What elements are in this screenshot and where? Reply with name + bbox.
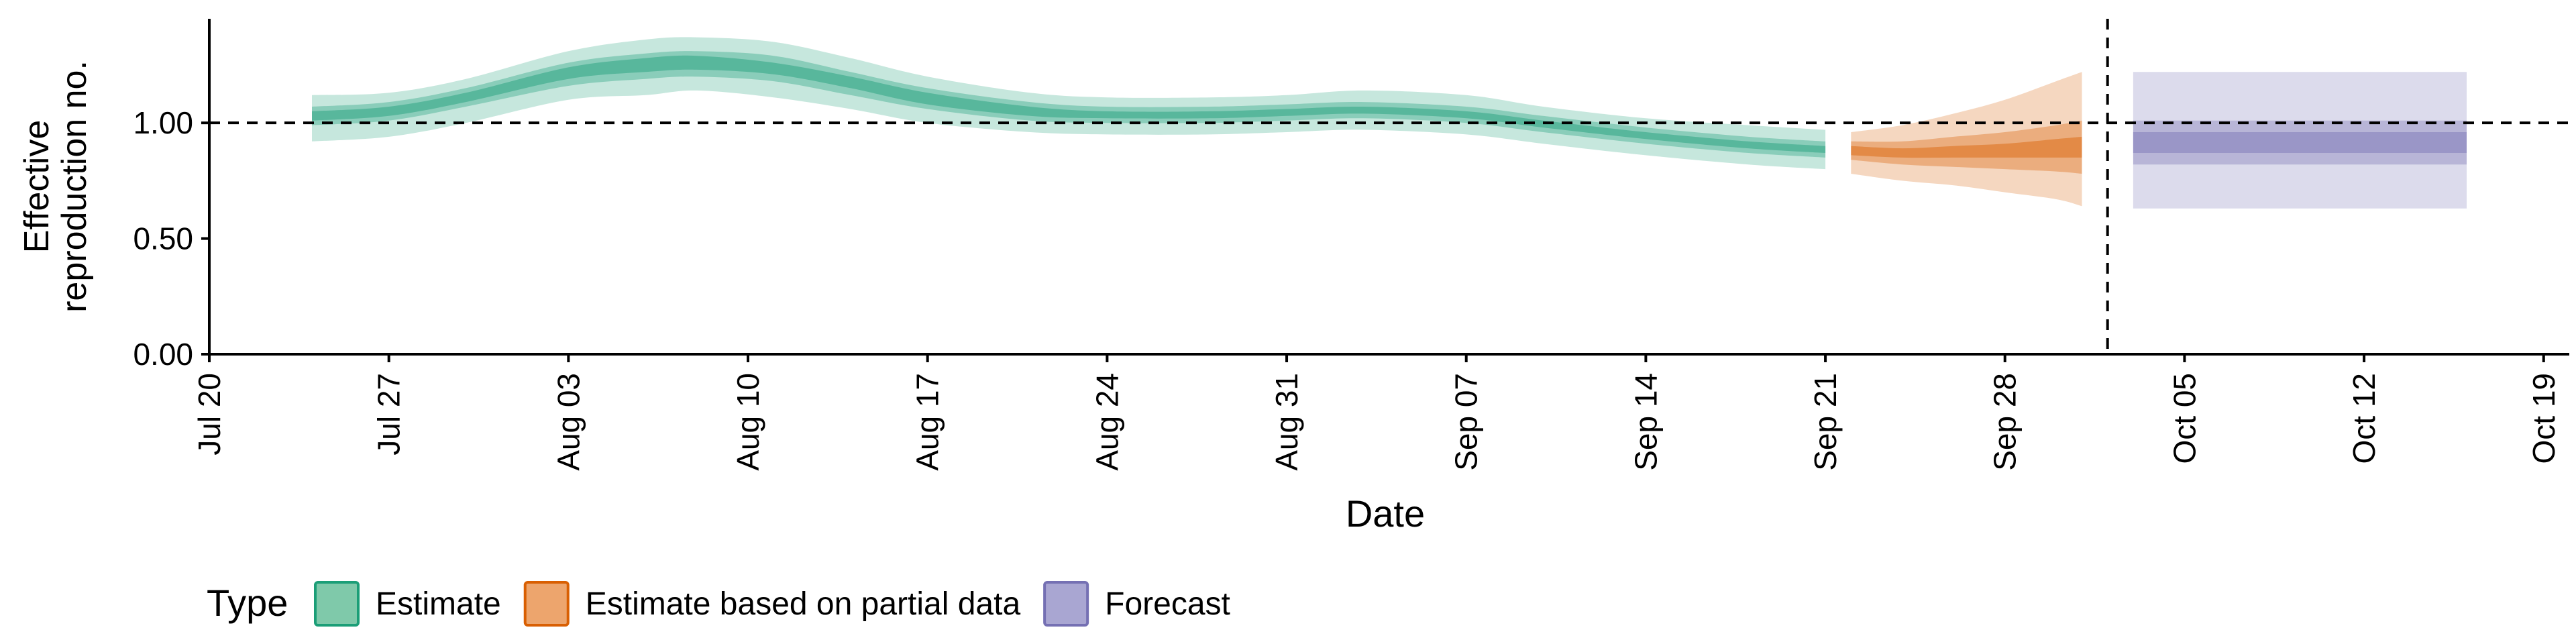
x-tick-label-9: Sep 21 bbox=[1808, 373, 1843, 471]
y-tick-label-1: 0.50 bbox=[133, 221, 193, 256]
series-0 bbox=[312, 37, 1826, 170]
legend-label-0: Estimate bbox=[376, 586, 501, 622]
legend: Type Estimate Estimate based on partial d… bbox=[207, 581, 1230, 627]
x-tick-label-0: Jul 20 bbox=[192, 373, 227, 455]
y-axis-title-line-1: Effective bbox=[17, 120, 56, 253]
series-2-ci20-ribbon bbox=[2133, 132, 2467, 153]
series-0-ci90-ribbon bbox=[312, 37, 1826, 170]
series-1-ci90-ribbon bbox=[1851, 72, 2082, 207]
x-tick-label-5: Aug 24 bbox=[1089, 373, 1124, 471]
y-axis-title: Effective reproduction no. bbox=[17, 60, 94, 313]
series-1-ci50-ribbon bbox=[1851, 120, 2082, 174]
x-tick-label-13: Oct 19 bbox=[2526, 373, 2561, 464]
legend-swatch-0 bbox=[314, 581, 360, 627]
x-tick-label-3: Aug 10 bbox=[731, 373, 765, 471]
x-tick-label-4: Aug 17 bbox=[910, 373, 945, 471]
y-axis-title-line-2: reproduction no. bbox=[55, 60, 94, 313]
x-tick-label-6: Aug 31 bbox=[1269, 373, 1304, 471]
series-1-ci20-ribbon bbox=[1851, 136, 2082, 158]
x-axis-title: Date bbox=[1346, 492, 1425, 535]
ribbon-layer bbox=[312, 37, 2467, 209]
legend-label-1: Estimate based on partial data bbox=[586, 586, 1021, 622]
x-tick-label-11: Oct 05 bbox=[2167, 373, 2202, 464]
series-2-ci90-ribbon bbox=[2133, 72, 2467, 209]
y-tick-label-2: 1.00 bbox=[133, 105, 193, 140]
legend-label-2: Forecast bbox=[1105, 586, 1230, 622]
legend-swatch-1 bbox=[523, 581, 570, 627]
series-1 bbox=[1851, 72, 2082, 207]
y-tick-label-0: 0.00 bbox=[133, 337, 193, 372]
series-2 bbox=[2133, 72, 2467, 209]
axes: 0.00 0.50 1.00 Jul 20 Jul 27 Aug 03 Aug 10 Aug … bbox=[133, 19, 2569, 471]
legend-title: Type bbox=[207, 582, 288, 624]
x-tick-label-8: Sep 14 bbox=[1628, 373, 1663, 471]
x-tick-label-10: Sep 28 bbox=[1988, 373, 2023, 471]
x-tick-label-12: Oct 12 bbox=[2347, 373, 2381, 464]
x-tick-label-1: Jul 27 bbox=[372, 373, 407, 455]
x-tick-label-2: Aug 03 bbox=[551, 373, 586, 471]
x-tick-label-7: Sep 07 bbox=[1449, 373, 1484, 471]
series-2-ci50-ribbon bbox=[2133, 120, 2467, 165]
legend-swatch-2 bbox=[1043, 581, 1089, 627]
